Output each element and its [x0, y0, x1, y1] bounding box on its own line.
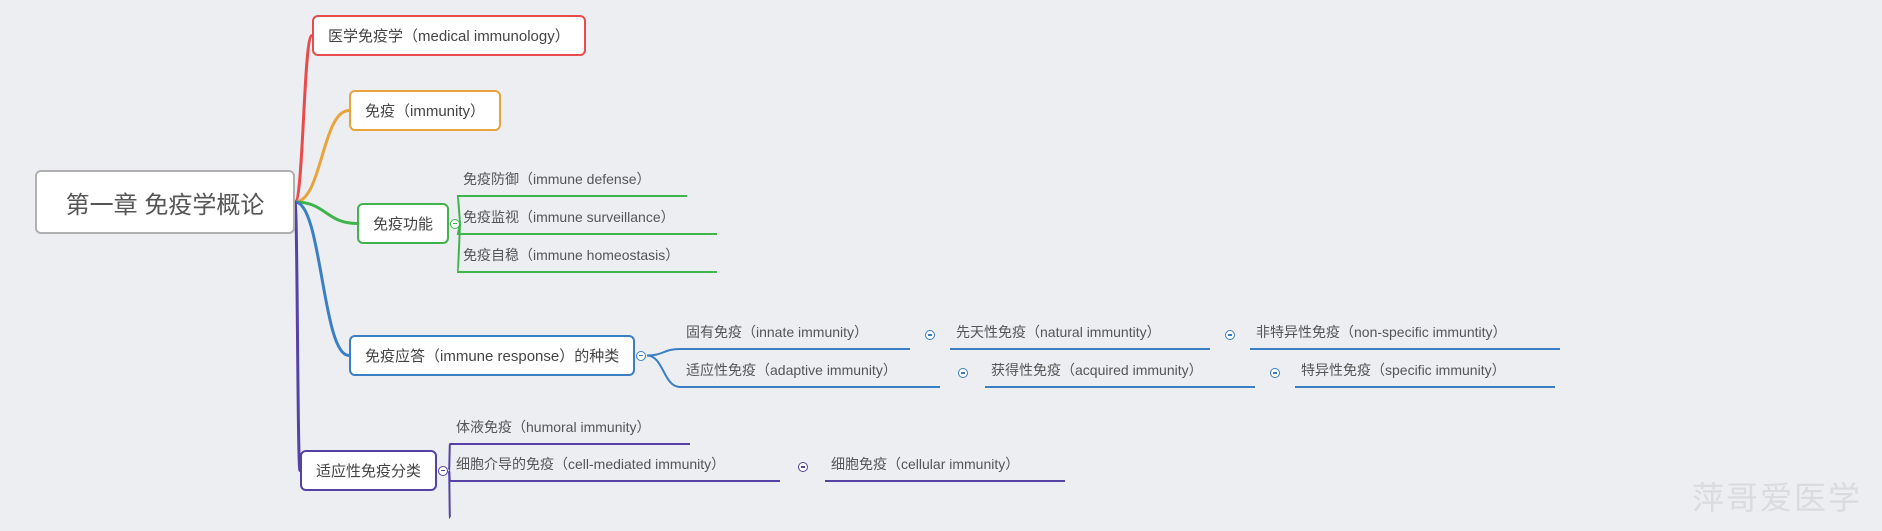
root-node[interactable]: 第一章 免疫学概论 [35, 170, 295, 234]
leaf-node[interactable]: 细胞免疫（cellular immunity） [825, 450, 1065, 482]
expand-dot[interactable] [438, 466, 448, 476]
leaf-node[interactable]: 免疫防御（immune defense） [457, 165, 687, 197]
branch-node-b5[interactable]: 适应性免疫分类 [300, 450, 437, 491]
leaf-node[interactable]: 细胞介导的免疫（cell-mediated immunity） [450, 450, 780, 482]
leaf-node[interactable]: 获得性免疫（acquired immunity） [985, 356, 1255, 388]
watermark-text: 萍哥爱医学 [1692, 473, 1862, 519]
expand-dot[interactable] [1270, 368, 1280, 378]
leaf-node[interactable]: 免疫自稳（immune homeostasis） [457, 241, 717, 273]
branch-node-b1[interactable]: 医学免疫学（medical immunology） [312, 15, 586, 56]
leaf-node[interactable]: 免疫监视（immune surveillance） [457, 203, 717, 235]
branch-node-b2[interactable]: 免疫（immunity） [349, 90, 501, 131]
leaf-node[interactable]: 体液免疫（humoral immunity） [450, 413, 690, 445]
leaf-node[interactable]: 适应性免疫（adaptive immunity） [680, 356, 940, 388]
branch-node-b4[interactable]: 免疫应答（immune response）的种类 [349, 335, 635, 376]
expand-dot[interactable] [1225, 330, 1235, 340]
expand-dot[interactable] [925, 330, 935, 340]
expand-dot[interactable] [958, 368, 968, 378]
leaf-node[interactable]: 特异性免疫（specific immunity） [1295, 356, 1555, 388]
leaf-node[interactable]: 非特异性免疫（non-specific immuntity） [1250, 318, 1560, 350]
leaf-node[interactable]: 固有免疫（innate immunity） [680, 318, 910, 350]
expand-dot[interactable] [798, 462, 808, 472]
leaf-node[interactable]: 先天性免疫（natural immuntity） [950, 318, 1210, 350]
branch-node-b3[interactable]: 免疫功能 [357, 203, 449, 244]
expand-dot[interactable] [636, 351, 646, 361]
